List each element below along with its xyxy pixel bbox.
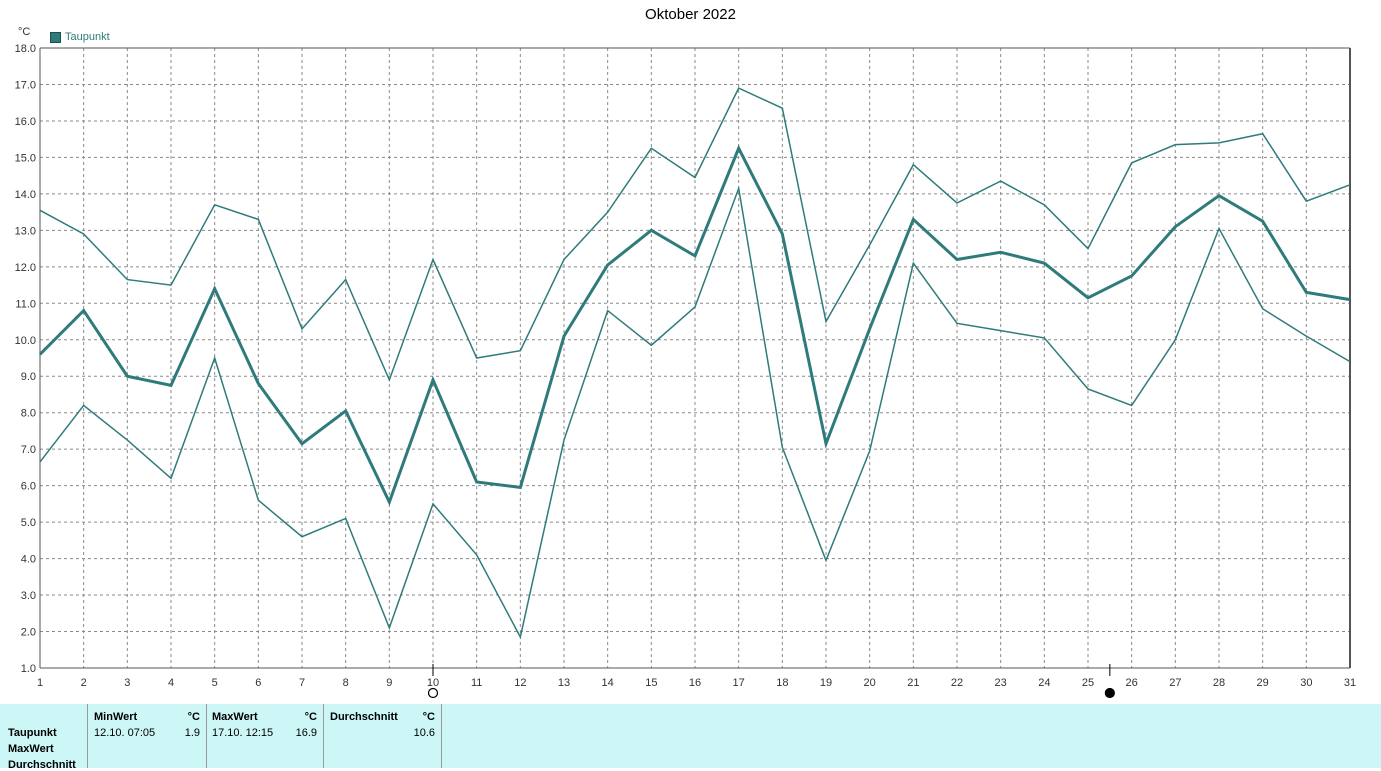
stats-row-label: MaxWert xyxy=(8,743,54,755)
x-tick-label: 8 xyxy=(343,677,349,689)
stats-date: 12.10. 07:05 xyxy=(94,727,156,739)
x-tick-label: 13 xyxy=(558,677,570,689)
y-tick-label: 17.0 xyxy=(15,79,36,91)
y-tick-label: 5.0 xyxy=(21,517,36,529)
x-tick-label: 20 xyxy=(864,677,876,689)
x-tick-label: 15 xyxy=(645,677,657,689)
y-tick-label: 15.0 xyxy=(15,152,36,164)
x-tick-label: 31 xyxy=(1344,677,1356,689)
x-tick-label: 29 xyxy=(1257,677,1269,689)
series-line-maxwert xyxy=(39,87,1351,382)
stats-row-label: Taupunkt xyxy=(8,727,57,739)
x-tick-label: 27 xyxy=(1169,677,1181,689)
x-tick-label: 7 xyxy=(299,677,305,689)
grid xyxy=(40,48,1350,668)
stats-row-label: Durchschnitt xyxy=(8,759,76,771)
x-tick-label: 24 xyxy=(1038,677,1050,689)
y-tick-label: 2.0 xyxy=(21,627,36,639)
x-tick-label: 2 xyxy=(81,677,87,689)
x-tick-label: 25 xyxy=(1082,677,1094,689)
x-tick-label: 10 xyxy=(427,677,439,689)
x-tick-label: 12 xyxy=(514,677,526,689)
y-tick-label: 12.0 xyxy=(15,262,36,274)
stats-value: 1.9 xyxy=(184,727,200,739)
x-tick-label: 30 xyxy=(1300,677,1312,689)
stats-col-min: MinWert °C 12.10. 07:05 1.9 xyxy=(87,704,207,768)
x-tick-label: 3 xyxy=(124,677,130,689)
y-axis-unit: °C xyxy=(18,26,31,38)
y-tick-label: 4.0 xyxy=(21,554,36,566)
chart-svg: 1.0 2.0 3.0 4.0 5.0 6.0 7.0 8.0 9.0 10.0 11.0 12.0 1… xyxy=(15,43,1357,699)
y-tick-label: 6.0 xyxy=(21,481,36,493)
x-tick-label: 22 xyxy=(951,677,963,689)
stats-col-unit: °C xyxy=(187,711,200,723)
stats-col-header: Durchschnitt xyxy=(330,711,398,723)
stats-col-header: MinWert xyxy=(94,711,138,723)
y-tick-label: 18.0 xyxy=(15,43,36,55)
x-tick-label: 28 xyxy=(1213,677,1225,689)
stats-panel: Taupunkt MaxWert Durchschnitt MinWert °C… xyxy=(0,704,1381,771)
x-tick-label: 14 xyxy=(602,677,614,689)
x-tick-label: 21 xyxy=(907,677,919,689)
x-tick-label: 17 xyxy=(733,677,745,689)
y-tick-label: 7.0 xyxy=(21,444,36,456)
y-tick-label: 8.0 xyxy=(21,408,36,420)
x-tick-label: 11 xyxy=(471,677,482,689)
x-tick-label: 16 xyxy=(689,677,701,689)
series-line-durchschnitt xyxy=(38,144,1351,506)
x-tick-label: 18 xyxy=(776,677,788,689)
stats-col-unit: °C xyxy=(304,711,317,723)
y-tick-label: 9.0 xyxy=(21,371,36,383)
x-tick-label: 19 xyxy=(820,677,832,689)
x-tick-label: 1 xyxy=(37,677,43,689)
stats-date: 17.10. 12:15 xyxy=(212,727,274,739)
y-tick-label: 10.0 xyxy=(15,335,36,347)
y-tick-label: 16.0 xyxy=(15,116,36,128)
markers xyxy=(427,664,1115,699)
x-tick-label: 5 xyxy=(212,677,218,689)
y-tick-label: 1.0 xyxy=(21,663,36,675)
legend-swatch xyxy=(50,31,61,43)
x-tick-label: 9 xyxy=(386,677,392,689)
x-tick-label: 23 xyxy=(995,677,1007,689)
y-tick-label: 3.0 xyxy=(21,590,36,602)
full-moon-marker-icon xyxy=(1104,687,1115,699)
y-tick-label: 11.0 xyxy=(15,298,36,310)
y-tick-label: 13.0 xyxy=(15,225,36,237)
x-tick-label: 26 xyxy=(1126,677,1138,689)
chart-title: Oktober 2022 xyxy=(645,6,736,23)
stats-col-header: MaxWert xyxy=(212,711,258,723)
stats-col-avg: Durchschnitt °C 10.6 xyxy=(324,704,442,768)
stats-col-max: MaxWert °C 17.10. 12:15 16.9 xyxy=(206,704,324,768)
series-lines xyxy=(38,87,1351,640)
legend-label: Taupunkt xyxy=(65,31,110,43)
axes: 1.0 2.0 3.0 4.0 5.0 6.0 7.0 8.0 9.0 10.0 11.0 12.0 1… xyxy=(15,43,1357,689)
series-line-taupunkt xyxy=(39,185,1351,640)
x-tick-label: 4 xyxy=(168,677,174,689)
legend: Taupunkt xyxy=(50,31,110,43)
stats-col-unit: °C xyxy=(422,711,435,723)
stats-value: 16.9 xyxy=(295,727,317,739)
new-moon-marker-icon xyxy=(427,687,439,699)
stats-value: 10.6 xyxy=(413,727,435,739)
y-tick-label: 14.0 xyxy=(15,189,36,201)
x-tick-label: 6 xyxy=(255,677,261,689)
